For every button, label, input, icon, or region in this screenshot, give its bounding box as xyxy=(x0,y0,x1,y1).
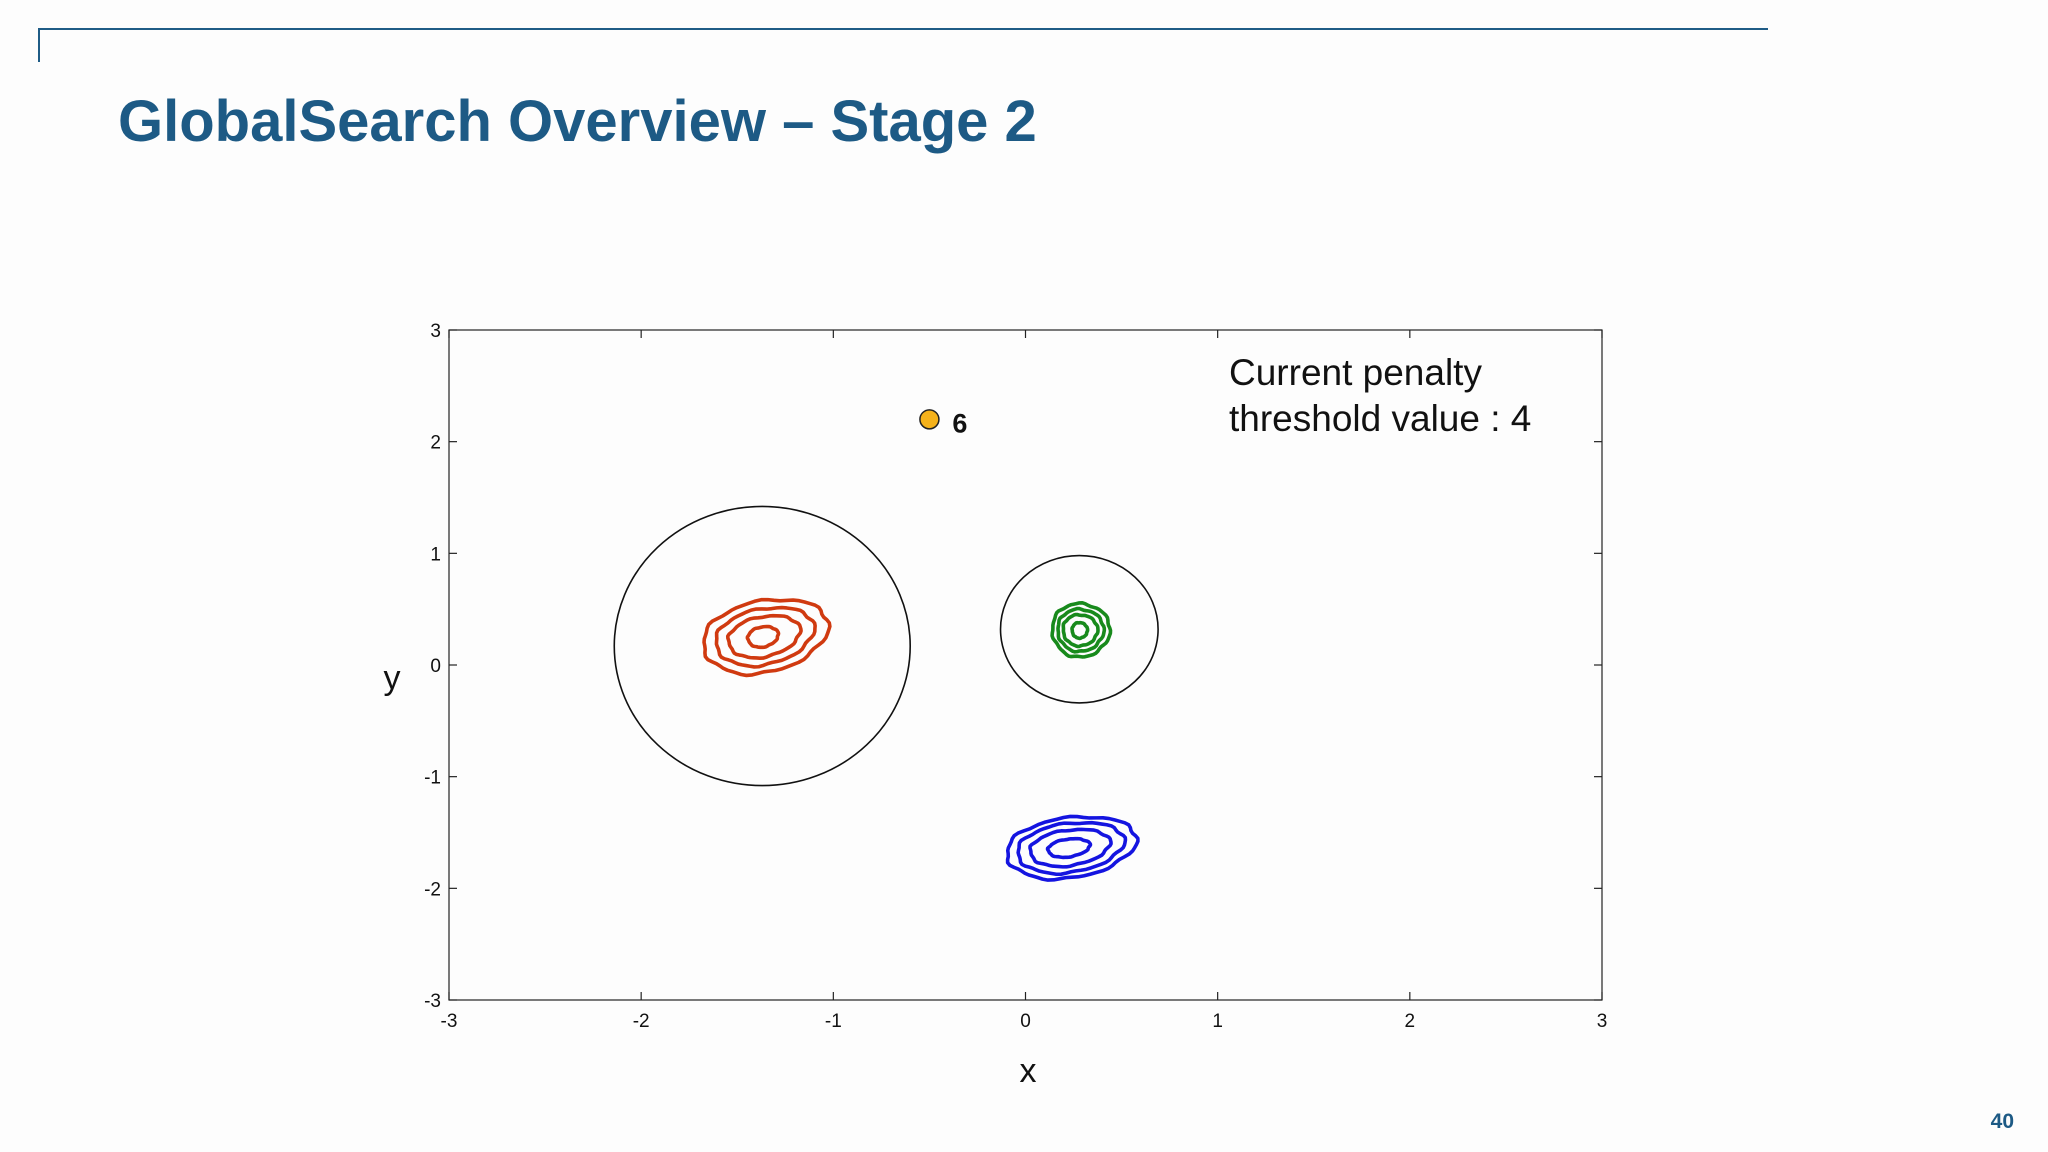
contour-ring xyxy=(714,605,817,669)
basin-circle xyxy=(613,505,912,787)
top-rule-corner xyxy=(38,28,40,62)
contour-group xyxy=(1050,601,1113,659)
slide-title: GlobalSearch Overview – Stage 2 xyxy=(118,89,1037,154)
start-points: 6 xyxy=(919,408,967,438)
start-point xyxy=(919,409,940,430)
y-tick-label: 3 xyxy=(430,321,441,342)
y-tick-label: 0 xyxy=(430,656,441,677)
y-tick-label: -2 xyxy=(424,879,441,900)
x-tick-label: 2 xyxy=(1405,1011,1416,1032)
basin-circles xyxy=(613,505,1159,787)
x-tick-label: 0 xyxy=(1020,1011,1031,1032)
contour-ring xyxy=(1016,820,1128,877)
contour-ring xyxy=(1028,827,1113,869)
axis-ticks: -3 -2 -1 0 1 2 3 -3 -2 -1 0 1 2 3 xyxy=(424,321,1607,1032)
contour-ring xyxy=(1061,612,1100,649)
contour-ring xyxy=(1005,814,1140,882)
contour-ring xyxy=(1056,606,1107,654)
basin-circle xyxy=(999,554,1159,704)
annotation-line-1: Current penalty xyxy=(1229,352,1482,393)
x-tick-label: -3 xyxy=(441,1011,458,1032)
start-point-label: 6 xyxy=(952,408,967,438)
y-tick-label: 2 xyxy=(430,433,441,454)
top-rule xyxy=(38,28,1768,30)
contour-ring xyxy=(1050,601,1113,659)
contour-group xyxy=(1005,814,1140,882)
contour-ring xyxy=(725,613,803,660)
y-tick-label: -3 xyxy=(424,991,441,1012)
contour-ring xyxy=(1070,620,1090,641)
x-tick-label: 1 xyxy=(1212,1011,1223,1032)
contour-group xyxy=(702,597,832,678)
contour-ring xyxy=(702,597,832,678)
x-tick-label: -1 xyxy=(825,1011,842,1032)
y-axis-label: y xyxy=(384,659,401,697)
x-tick-label: -2 xyxy=(633,1011,650,1032)
contour-ring xyxy=(745,624,781,650)
y-tick-label: -1 xyxy=(424,768,441,789)
x-tick-label: 3 xyxy=(1597,1011,1608,1032)
contour-ring xyxy=(1045,836,1093,860)
y-tick-label: 1 xyxy=(430,544,441,565)
x-axis-label: x xyxy=(1020,1052,1037,1090)
annotation-line-2: threshold value : 4 xyxy=(1229,398,1531,439)
contour-groups xyxy=(702,597,1140,882)
page-number: 40 xyxy=(1990,1110,2014,1133)
